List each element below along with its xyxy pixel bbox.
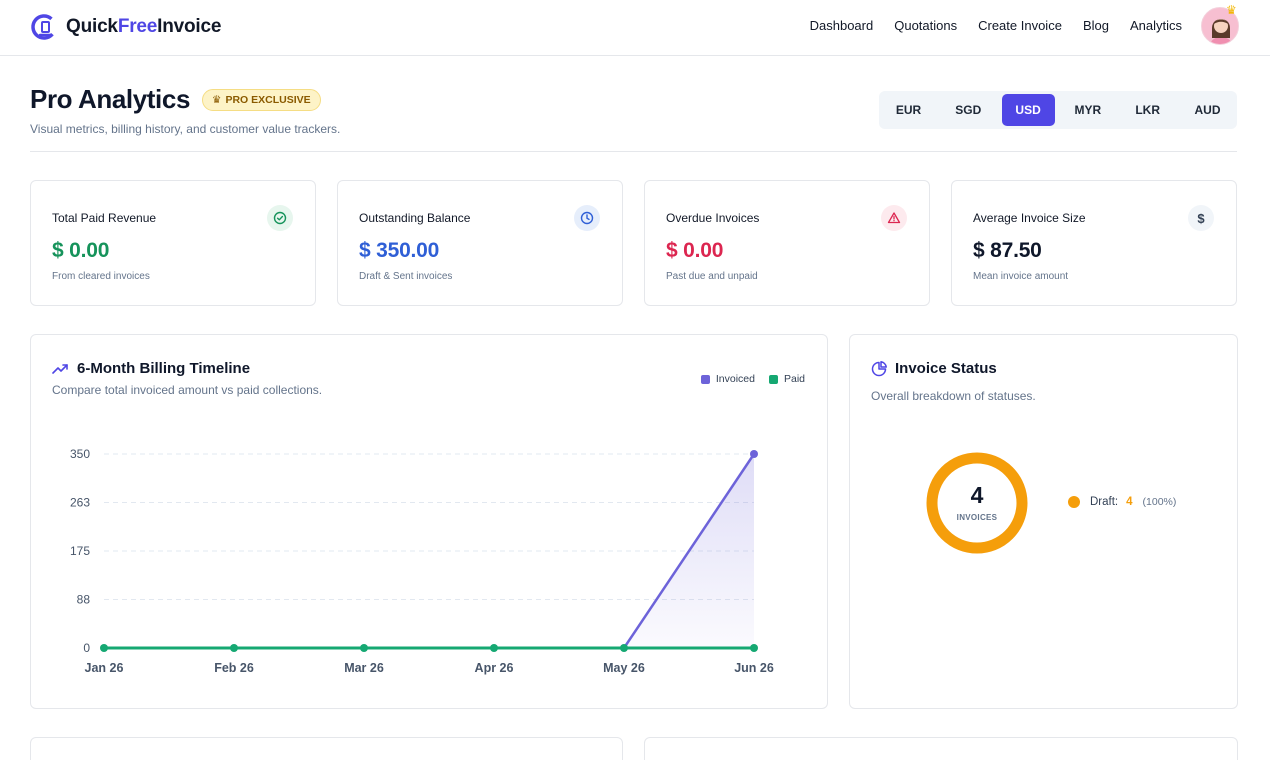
- currency-lkr-button[interactable]: LKR: [1135, 103, 1161, 117]
- page-subtitle: Visual metrics, billing history, and cus…: [30, 122, 341, 136]
- stat-value: $ 87.50: [973, 239, 1042, 262]
- avatar-crown-icon: ♛: [1226, 3, 1237, 17]
- stat-card-average-invoice-size: Average Invoice Size $ $ 87.50 Mean invo…: [951, 180, 1237, 306]
- x-tick-label: May 26: [603, 661, 645, 675]
- status-title: Invoice Status: [895, 360, 997, 377]
- chart-legend: Invoiced Paid: [700, 373, 805, 385]
- stat-value: $ 350.00: [359, 239, 440, 262]
- donut-center: 4 INVOICES: [925, 451, 1029, 555]
- billing-timeline-chart: 0 88 175 263 350 Jan 26 Feb 26 Mar 26 Apr 26 May …: [70, 447, 774, 675]
- nav-quotations[interactable]: Quotations: [894, 18, 958, 33]
- status-label: Draft:: [1090, 496, 1119, 508]
- stat-note: Draft & Sent invoices: [359, 271, 453, 282]
- status-subtitle: Overall breakdown of statuses.: [871, 389, 1036, 403]
- currency-switcher: EUR SGD USD MYR LKR AUD: [879, 91, 1237, 129]
- data-point-invoiced: [750, 450, 758, 458]
- dollar-icon: $: [1188, 205, 1214, 231]
- y-tick-label: 0: [83, 641, 90, 655]
- currency-aud-button[interactable]: AUD: [1194, 103, 1221, 117]
- stat-card-total-paid-revenue: Total Paid Revenue $ 0.00 From cleared i…: [30, 180, 316, 306]
- stat-note: Mean invoice amount: [973, 271, 1069, 282]
- currency-usd-button[interactable]: USD: [1001, 94, 1055, 126]
- x-tick-label: Jun 26: [734, 661, 774, 675]
- currency-eur-button[interactable]: EUR: [895, 103, 922, 117]
- check-circle-icon: [267, 205, 293, 231]
- legend-label: Invoiced: [715, 373, 755, 385]
- data-point-paid: [620, 644, 628, 652]
- x-tick-label: Jan 26: [85, 661, 124, 675]
- billing-timeline-panel: 6-Month Billing Timeline Compare total i…: [30, 334, 828, 709]
- y-tick-label: 175: [70, 544, 90, 558]
- currency-myr-button[interactable]: MYR: [1074, 103, 1102, 117]
- x-tick-label: Mar 26: [344, 661, 384, 675]
- legend-swatch: [700, 374, 710, 384]
- trending-up-icon: [52, 363, 68, 374]
- y-tick-label: 350: [70, 447, 90, 461]
- status-percent: (100%): [1142, 496, 1177, 508]
- y-tick-label: 263: [70, 496, 90, 510]
- x-tick-label: Apr 26: [475, 661, 514, 675]
- data-point-paid: [230, 644, 238, 652]
- brand-name: QuickFreeInvoice: [66, 16, 222, 37]
- stat-label: Outstanding Balance: [359, 211, 471, 225]
- status-title-row: Invoice Status: [871, 360, 997, 377]
- stat-label: Total Paid Revenue: [52, 211, 157, 225]
- stat-value: $ 0.00: [52, 239, 110, 262]
- invoice-status-panel: Invoice Status Overall breakdown of stat…: [849, 334, 1238, 709]
- pie-chart-icon: [871, 360, 887, 376]
- nav-analytics[interactable]: Analytics: [1129, 18, 1182, 33]
- data-point-paid: [360, 644, 368, 652]
- timeline-title: 6-Month Billing Timeline: [77, 360, 251, 377]
- status-swatch: [1068, 496, 1080, 508]
- donut-total: 4: [970, 482, 984, 508]
- stat-note: From cleared invoices: [52, 271, 150, 282]
- legend-swatch: [768, 374, 778, 384]
- donut-caption: INVOICES: [956, 513, 998, 522]
- top-navigation-bar: QuickFreeInvoice Dashboard Quotations Cr…: [0, 0, 1270, 56]
- legend-item-paid[interactable]: Paid: [768, 373, 805, 385]
- donut-slice-draft[interactable]: [926, 452, 1028, 554]
- header-divider: [30, 151, 1237, 152]
- user-avatar-icon[interactable]: [1201, 7, 1239, 45]
- y-tick-label: 88: [77, 593, 91, 607]
- stat-label: Average Invoice Size: [973, 211, 1086, 225]
- main-nav: Dashboard Quotations Create Invoice Blog…: [810, 18, 1182, 33]
- avatar-illustration: [1202, 8, 1238, 44]
- stat-card-outstanding-balance: Outstanding Balance $ 350.00 Draft & Sen…: [337, 180, 623, 306]
- nav-blog[interactable]: Blog: [1082, 18, 1109, 33]
- status-legend-draft: Draft: 4 (100%): [1068, 496, 1176, 508]
- series-line-invoiced: [622, 453, 756, 649]
- clock-icon: [574, 205, 600, 231]
- nav-dashboard[interactable]: Dashboard: [809, 18, 874, 33]
- crown-icon: ♛: [212, 93, 222, 106]
- data-point-paid: [490, 644, 498, 652]
- x-tick-label: Feb 26: [214, 661, 254, 675]
- page-title: Pro Analytics: [30, 84, 191, 114]
- status-count: 4: [1126, 496, 1133, 508]
- brand[interactable]: QuickFreeInvoice: [30, 12, 221, 42]
- status-donut: 4 INVOICES: [925, 451, 1029, 555]
- timeline-subtitle: Compare total invoiced amount vs paid co…: [52, 383, 323, 397]
- timeline-title-row: 6-Month Billing Timeline: [52, 360, 250, 377]
- legend-item-invoiced[interactable]: Invoiced: [700, 373, 755, 385]
- page-title-row: Pro Analytics ♛ PRO EXCLUSIVE: [30, 84, 321, 115]
- stat-note: Past due and unpaid: [666, 271, 758, 282]
- pro-badge-label: PRO EXCLUSIVE: [225, 93, 311, 106]
- pro-exclusive-badge: ♛ PRO EXCLUSIVE: [202, 88, 321, 111]
- stat-value: $ 0.00: [666, 239, 724, 262]
- stat-label: Overdue Invoices: [666, 211, 760, 225]
- nav-create-invoice[interactable]: Create Invoice: [978, 18, 1062, 33]
- legend-label: Paid: [783, 373, 805, 385]
- bottom-panel-right: [644, 737, 1238, 760]
- status-donut-chart: [926, 452, 1028, 554]
- alert-triangle-icon: [881, 205, 907, 231]
- bottom-panel-left: [30, 737, 623, 760]
- stat-card-overdue-invoices: Overdue Invoices $ 0.00 Past due and unp…: [644, 180, 930, 306]
- quickfreeinvoice-logo-icon: [31, 14, 57, 40]
- data-point-paid: [100, 644, 108, 652]
- currency-sgd-button[interactable]: SGD: [955, 103, 982, 117]
- data-point-paid: [750, 644, 758, 652]
